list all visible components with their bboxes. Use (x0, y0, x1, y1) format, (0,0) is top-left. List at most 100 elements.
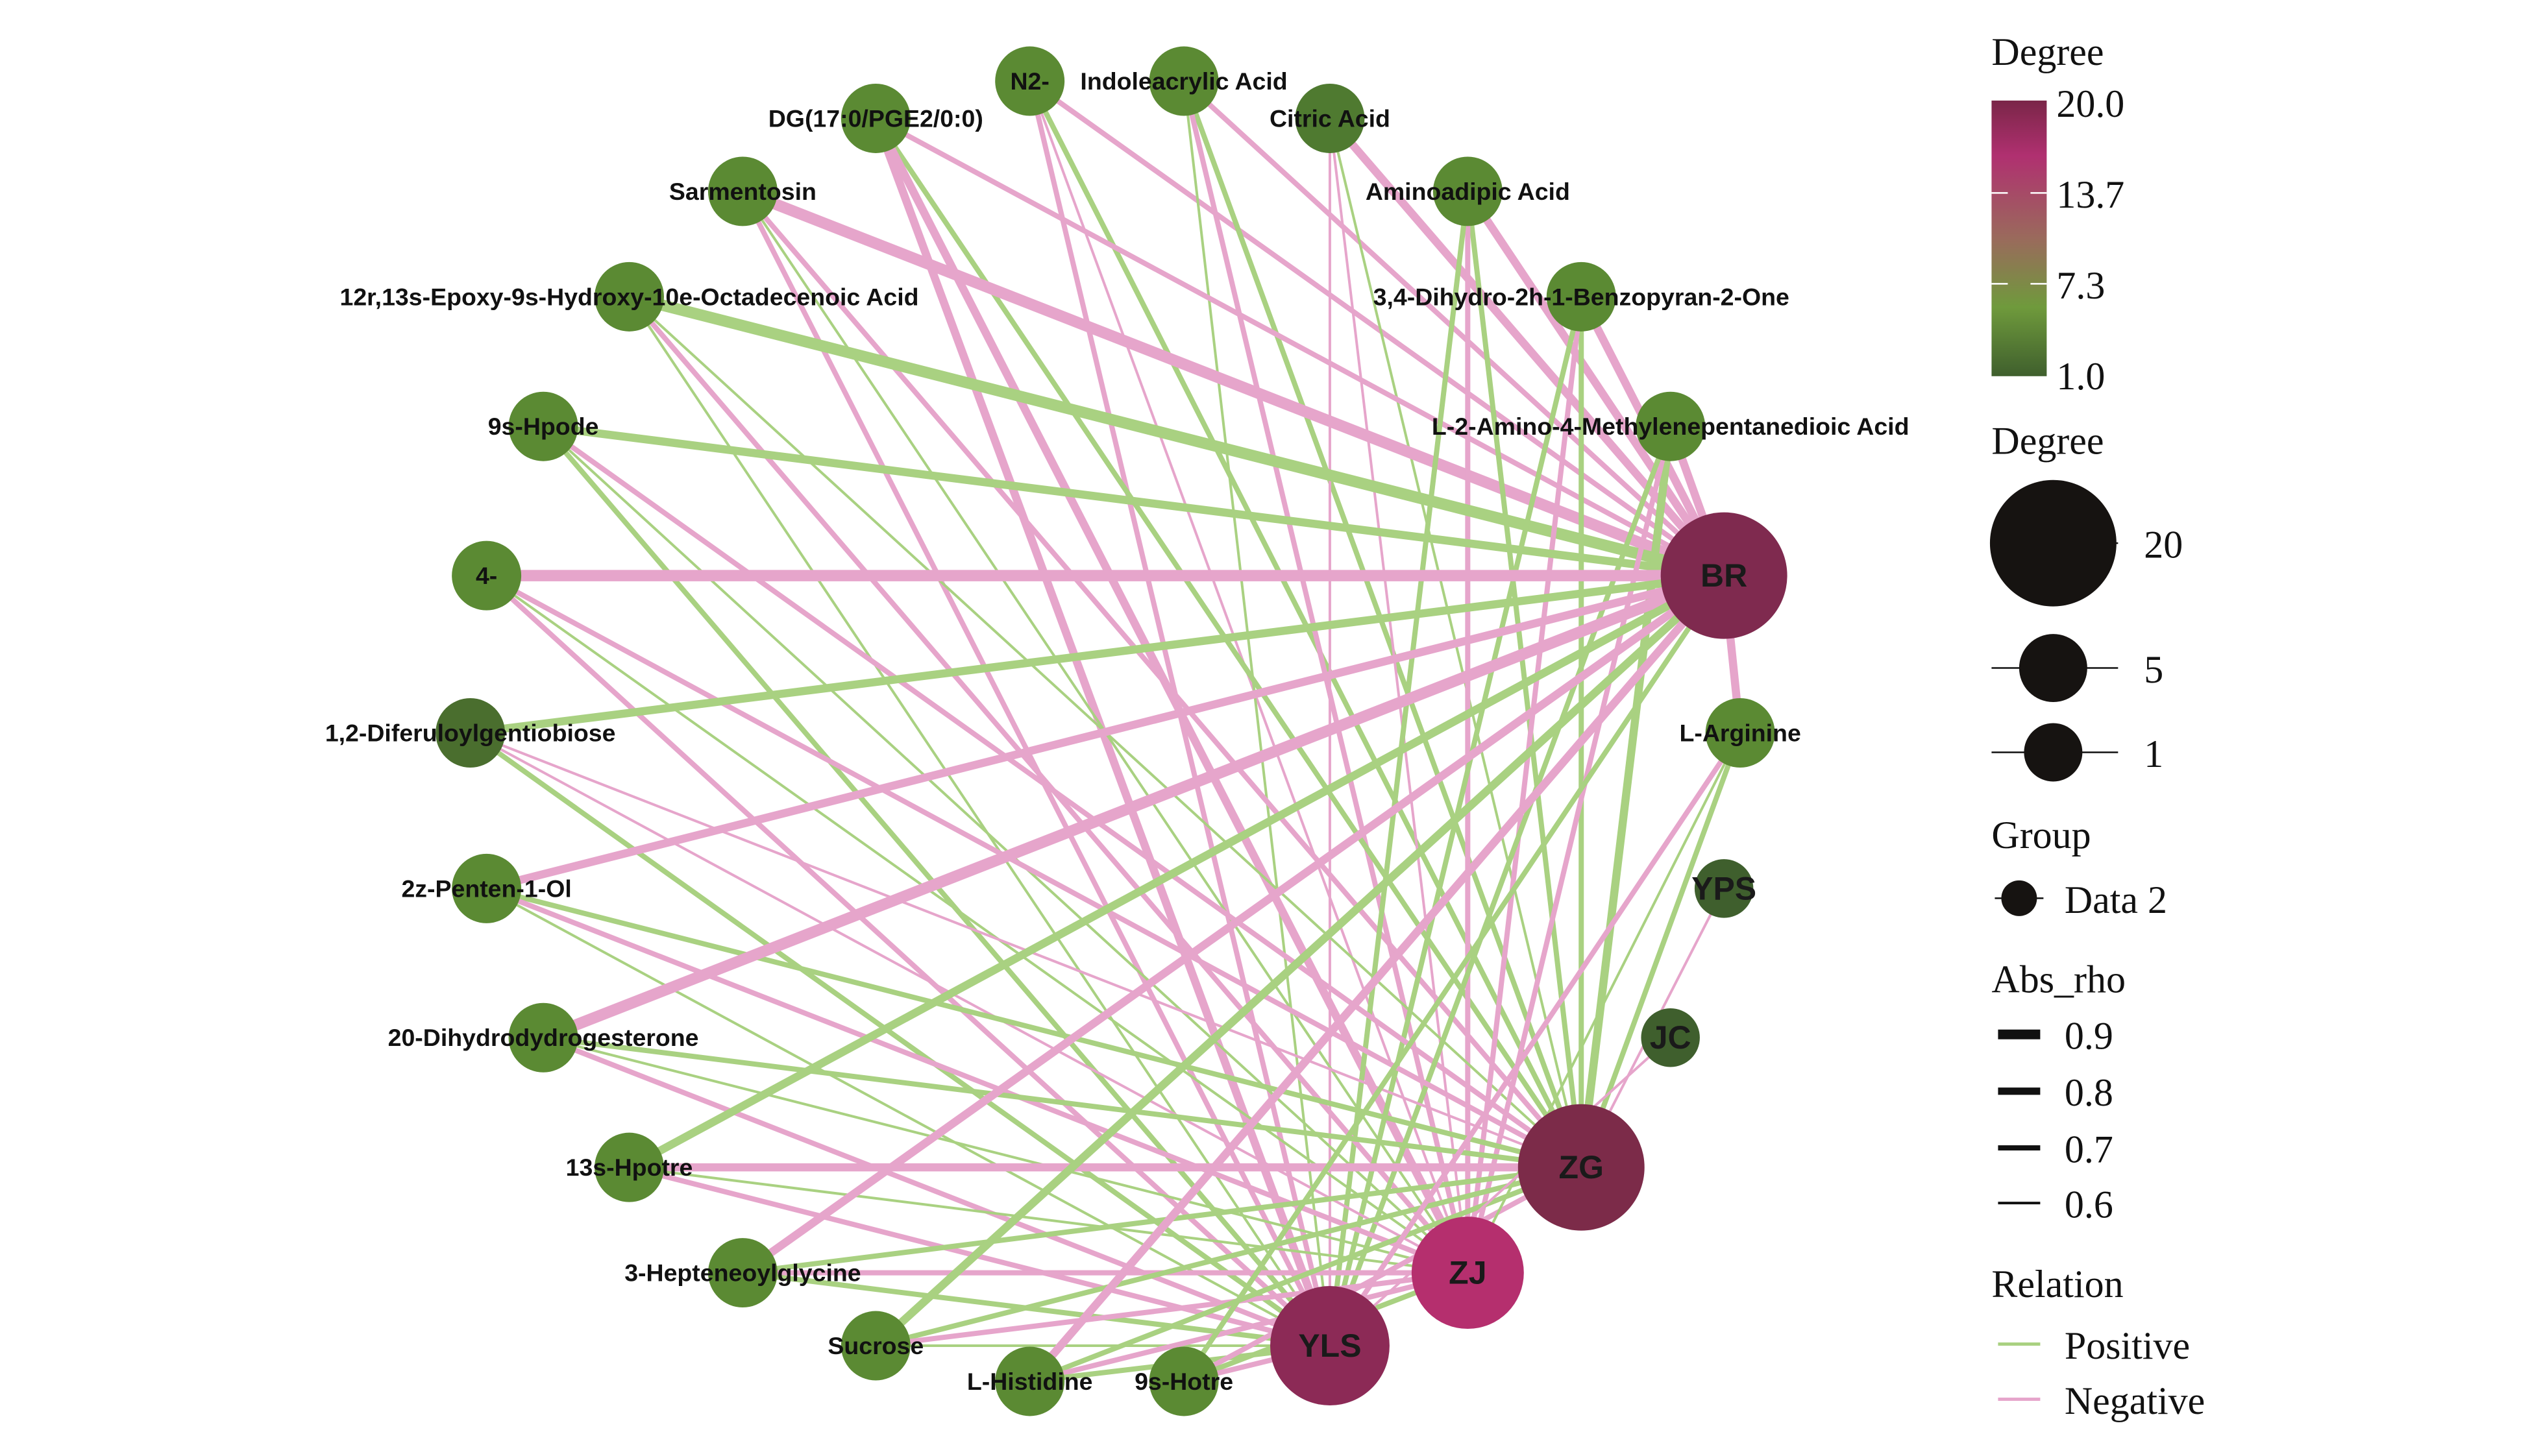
network-node[interactable] (1411, 1217, 1524, 1329)
node-label: ZJ (1449, 1255, 1486, 1291)
edge-negative (741, 189, 1584, 1169)
node-label: 13s-Hpotre (566, 1154, 693, 1181)
node-label: L-2-Amino-4-Methylenepentanedioic Acid (1432, 413, 1910, 440)
node-label: YPS (1691, 870, 1756, 906)
colorbar-label: 1.0 (2056, 355, 2105, 398)
network-node[interactable] (1432, 156, 1503, 226)
rho-key-label: 0.6 (2065, 1183, 2113, 1226)
edge-negative (485, 886, 1469, 1276)
edge-negative (1464, 189, 1728, 578)
rho-key-label: 0.8 (2065, 1071, 2113, 1114)
legend-color-title: Degree (1991, 30, 2104, 73)
group-key-circle (2001, 880, 2037, 916)
edge-positive (628, 291, 1726, 581)
node-label: YLS (1298, 1328, 1361, 1364)
edge-negative (1183, 1165, 1583, 1384)
relation-key-label: Negative (2065, 1379, 2205, 1422)
colorbar-label: 13.7 (2056, 173, 2124, 216)
relation-key-label: Positive (2065, 1324, 2190, 1367)
network-node[interactable] (1660, 512, 1787, 639)
network-node[interactable] (1636, 391, 1706, 461)
nodes-layer (436, 46, 1787, 1416)
edge-negative (1328, 118, 1469, 1273)
edge-negative (1465, 426, 1673, 1274)
legend-rho-title: Abs_rho (1991, 958, 2126, 1001)
node-label: 2z-Penten-1-Ol (401, 875, 571, 902)
network-node[interactable] (1546, 261, 1616, 332)
size-key-label: 1 (2144, 733, 2163, 775)
network-node[interactable] (707, 1238, 778, 1308)
edge-positive (543, 1035, 1582, 1171)
edge-positive (485, 574, 1469, 1274)
edge-positive (1181, 80, 1584, 1169)
network-node[interactable] (995, 46, 1065, 116)
edge-positive (469, 571, 1725, 737)
size-key-circle (1989, 479, 2117, 607)
legend-colorbar (1991, 100, 2047, 376)
node-label: 3-Hepteneoylglycine (624, 1259, 861, 1287)
network-node[interactable] (1295, 84, 1365, 153)
size-key-label: 20 (2144, 524, 2183, 566)
edge-negative (1329, 1036, 1672, 1347)
edge-negative (469, 731, 1469, 1274)
group-key-label: Data 2 (2065, 879, 2167, 921)
colorbar-label: 7.3 (2056, 264, 2105, 307)
edge-positive (1181, 574, 1726, 1383)
network-node[interactable] (1705, 698, 1775, 768)
node-label: Sarmentosin (669, 178, 817, 205)
node-label: 12r,13s-Epoxy-9s-Hydroxy-10e-Octadecenoi… (339, 283, 918, 310)
labels-layer: N2- Indoleacrylic Acid Citric Acid DG(17:0/… (325, 67, 1910, 1395)
edge-negative (1327, 731, 1743, 1348)
legend-relation-title: Relation (1991, 1263, 2123, 1305)
edge-negative (1028, 79, 1726, 578)
network-node[interactable] (452, 540, 522, 611)
edge-positive (469, 731, 1332, 1348)
edge-positive (485, 887, 1331, 1347)
network-node[interactable] (595, 261, 664, 332)
network-node[interactable] (1641, 1008, 1700, 1067)
network-node[interactable] (1149, 46, 1219, 116)
node-label: N2- (1010, 67, 1049, 95)
node-label: 9s-Hpode (488, 413, 599, 440)
edge-negative (542, 1035, 1331, 1348)
network-node[interactable] (452, 853, 522, 923)
legend-group-title: Group (1991, 814, 2091, 856)
edge-negative (1029, 1270, 1469, 1384)
legend-size-title: Degree (1991, 420, 2104, 463)
edge-negative (485, 573, 1583, 1170)
network-node[interactable] (1517, 1104, 1645, 1231)
rho-key-label: 0.9 (2065, 1015, 2113, 1058)
network-node[interactable] (841, 1311, 911, 1381)
edge-positive (1577, 426, 1675, 1168)
node-label: Sucrose (828, 1332, 924, 1359)
node-label: L-Histidine (967, 1368, 1093, 1395)
edge-positive (627, 572, 1726, 1171)
network-node[interactable] (436, 698, 506, 768)
network-node[interactable] (1270, 1286, 1390, 1405)
network-node[interactable] (1694, 859, 1754, 918)
edge-negative (741, 186, 1726, 581)
edge-negative (1026, 573, 1727, 1385)
size-key-circle (2019, 634, 2087, 703)
edge-positive (873, 572, 1727, 1349)
node-label: BR (1701, 557, 1747, 594)
size-key-label: 5 (2144, 648, 2163, 691)
edge-positive (875, 1165, 1582, 1348)
node-label: 9s-Hotre (1135, 1368, 1233, 1395)
node-label: Indoleacrylic Acid (1080, 67, 1287, 95)
edge-positive (485, 886, 1582, 1171)
network-node[interactable] (508, 1002, 578, 1073)
network-node[interactable] (595, 1132, 664, 1202)
edge-positive (742, 1165, 1582, 1276)
size-key-circle (2024, 723, 2083, 782)
node-label: 1,2-Diferuloylgentiobiose (325, 719, 616, 746)
network-node[interactable] (995, 1346, 1065, 1416)
network-node[interactable] (841, 84, 911, 153)
node-label: 3,4-Dihydro-2h-1-Benzopyran-2-One (1373, 283, 1789, 310)
network-node[interactable] (508, 391, 578, 461)
network-node[interactable] (1149, 1346, 1219, 1416)
network-node[interactable] (707, 156, 778, 226)
edge-positive (629, 1166, 1468, 1274)
node-label: DG(17:0/PGE2/0:0) (768, 104, 983, 132)
